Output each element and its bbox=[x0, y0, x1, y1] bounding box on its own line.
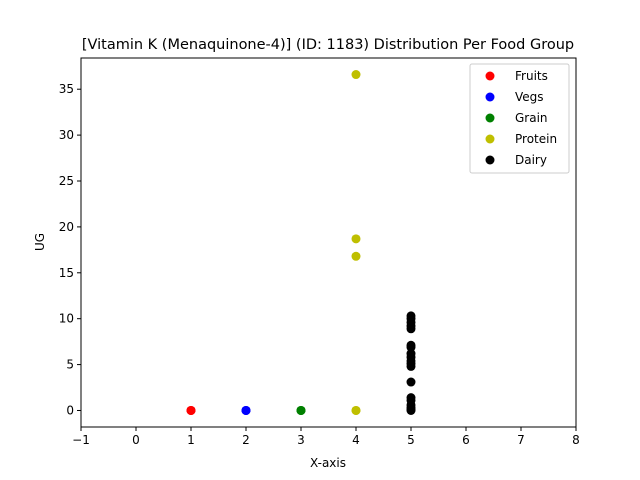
legend-label: Vegs bbox=[515, 90, 544, 104]
x-tick-label: −1 bbox=[72, 433, 90, 447]
y-tick-label: 15 bbox=[59, 266, 74, 280]
legend-marker bbox=[485, 71, 495, 81]
y-tick-label: 0 bbox=[66, 403, 74, 417]
y-tick-label: 25 bbox=[59, 174, 74, 188]
data-points bbox=[186, 70, 416, 415]
y-axis-ticks: 0 5 10 15 20 25 30 35 bbox=[59, 82, 81, 417]
x-tick-label: 7 bbox=[517, 433, 525, 447]
data-point-dairy bbox=[406, 405, 416, 415]
x-tick-label: 5 bbox=[407, 433, 415, 447]
data-point-dairy bbox=[406, 342, 416, 352]
data-point-dairy bbox=[406, 361, 416, 371]
data-point-fruits bbox=[186, 405, 196, 415]
y-tick-label: 30 bbox=[59, 128, 74, 142]
x-axis-ticks: −1 0 1 2 3 4 5 6 7 8 bbox=[72, 427, 580, 447]
x-tick-label: 6 bbox=[462, 433, 470, 447]
data-point-protein bbox=[351, 405, 361, 415]
chart-title: [Vitamin K (Menaquinone-4)] (ID: 1183) D… bbox=[82, 37, 574, 53]
y-tick-label: 20 bbox=[59, 220, 74, 234]
x-tick-label: 0 bbox=[132, 433, 140, 447]
y-tick-label: 35 bbox=[59, 82, 74, 96]
legend-box bbox=[469, 63, 570, 174]
legend-marker bbox=[485, 113, 495, 123]
x-tick-label: 4 bbox=[352, 433, 360, 447]
data-point-dairy bbox=[406, 377, 416, 387]
legend-label: Dairy bbox=[515, 153, 547, 167]
data-point-vegs bbox=[241, 405, 251, 415]
x-tick-label: 1 bbox=[187, 433, 195, 447]
legend: Fruits Vegs Grain Protein Dairy bbox=[469, 63, 570, 174]
data-point-protein bbox=[351, 234, 361, 244]
data-point-protein bbox=[351, 70, 361, 80]
data-point-grain bbox=[296, 405, 306, 415]
legend-label: Grain bbox=[515, 111, 548, 125]
legend-marker bbox=[485, 92, 495, 102]
legend-label: Fruits bbox=[515, 69, 548, 83]
x-tick-label: 3 bbox=[297, 433, 305, 447]
y-tick-label: 5 bbox=[66, 358, 74, 372]
plot-frame bbox=[80, 57, 577, 428]
x-axis-label: X-axis bbox=[310, 456, 346, 470]
data-point-protein bbox=[351, 251, 361, 261]
x-tick-label: 2 bbox=[242, 433, 250, 447]
legend-marker bbox=[485, 155, 495, 165]
legend-label: Protein bbox=[515, 132, 557, 146]
legend-marker bbox=[485, 134, 495, 144]
y-axis-label: UG bbox=[33, 233, 47, 251]
data-point-dairy bbox=[406, 324, 416, 334]
y-tick-label: 10 bbox=[59, 312, 74, 326]
x-tick-label: 8 bbox=[572, 433, 580, 447]
